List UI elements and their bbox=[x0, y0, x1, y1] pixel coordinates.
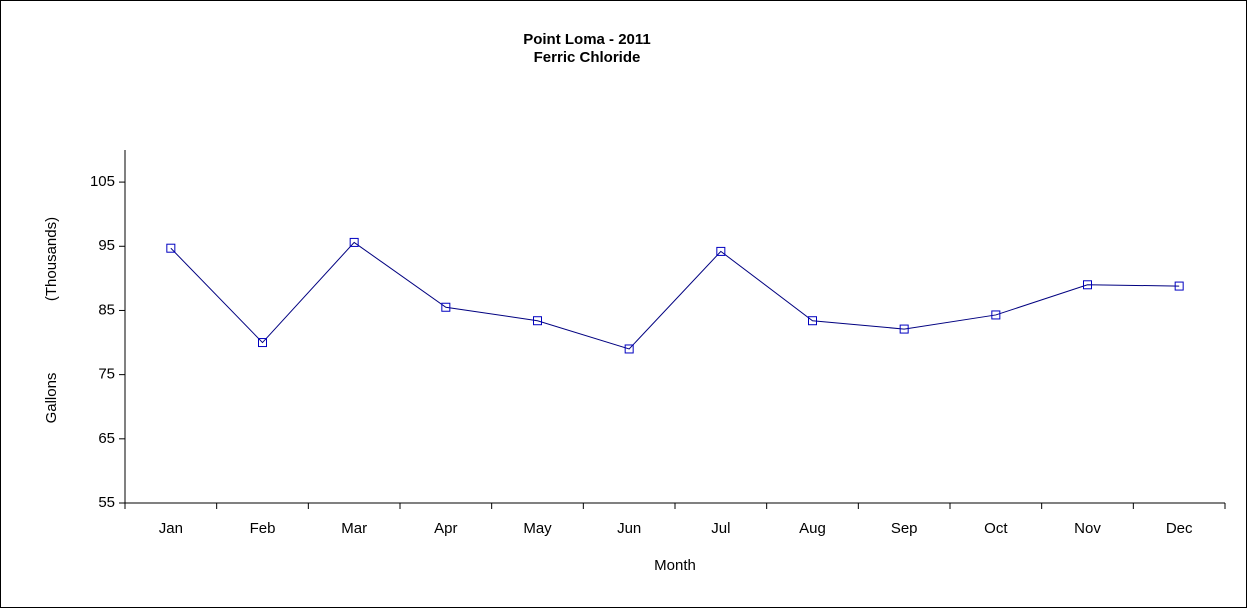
point-marker bbox=[808, 316, 817, 326]
point-marker bbox=[1174, 281, 1184, 291]
chart-title: Point Loma - 2011 bbox=[523, 31, 651, 48]
series-line bbox=[170, 241, 1180, 350]
y-tick-label: 85 bbox=[98, 301, 115, 318]
x-tick-label: Mar bbox=[341, 520, 367, 537]
point-marker bbox=[991, 310, 1001, 320]
x-tick-label: Apr bbox=[434, 520, 457, 537]
point-marker bbox=[258, 338, 267, 348]
x-tick-label: Nov bbox=[1074, 520, 1101, 537]
y-tick-label: 105 bbox=[90, 173, 115, 190]
point-marker bbox=[1083, 280, 1092, 290]
point-marker bbox=[349, 237, 359, 247]
x-axis-label: Month bbox=[654, 557, 696, 574]
y-tick-label: 95 bbox=[98, 237, 115, 254]
point-marker bbox=[441, 302, 451, 312]
point-marker bbox=[716, 246, 726, 256]
point-marker bbox=[166, 243, 176, 253]
x-tick-label: Jul bbox=[711, 520, 730, 537]
x-tick-label: Aug bbox=[799, 520, 826, 537]
x-tick-label: Jan bbox=[159, 520, 183, 537]
y-tick-label: 65 bbox=[98, 430, 115, 447]
y-tick-label: 75 bbox=[98, 366, 115, 383]
y-tick-label: 55 bbox=[98, 494, 115, 511]
x-tick-label: May bbox=[523, 520, 552, 537]
y-axis-label: Gallons bbox=[43, 373, 60, 424]
point-marker bbox=[533, 316, 542, 326]
x-tick-label: Sep bbox=[891, 520, 918, 537]
x-tick-label: Dec bbox=[1166, 520, 1193, 537]
x-tick-label: Jun bbox=[617, 520, 641, 537]
x-tick-label: Feb bbox=[250, 520, 276, 537]
point-marker bbox=[899, 324, 909, 334]
chart-subtitle: Ferric Chloride bbox=[534, 49, 641, 66]
point-marker bbox=[624, 344, 634, 354]
x-tick-label: Oct bbox=[984, 520, 1008, 537]
y-axis-unit: (Thousands) bbox=[43, 217, 60, 301]
